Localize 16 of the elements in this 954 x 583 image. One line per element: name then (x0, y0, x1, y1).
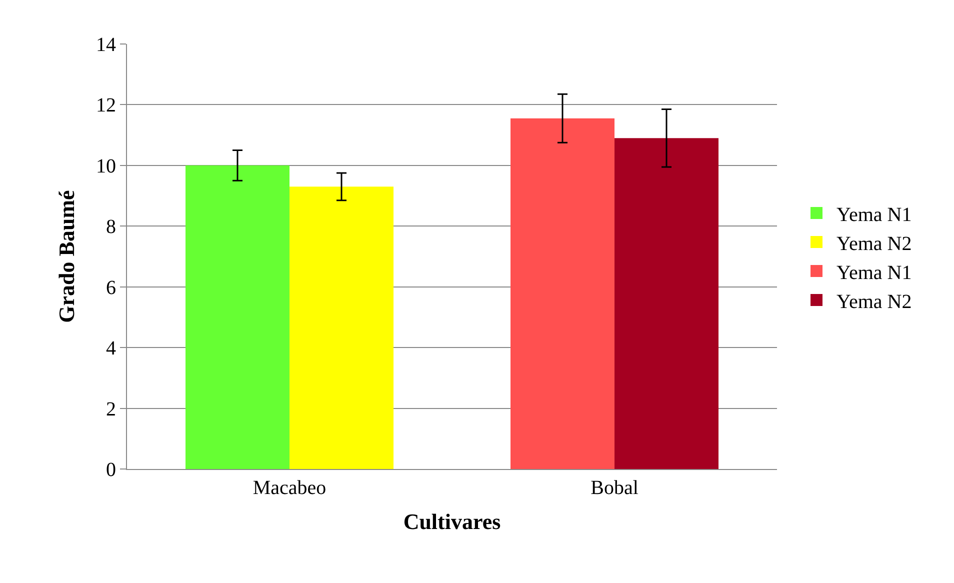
y-tick-label: 6 (106, 276, 116, 299)
x-tick-label: Macabeo (252, 477, 326, 499)
x-tick-label: Bobal (590, 477, 639, 499)
x-axis-title: Cultivares (403, 508, 502, 534)
y-tick-label: 14 (96, 34, 116, 56)
y-tick-label: 2 (106, 398, 116, 420)
y-tick-label: 0 (106, 459, 116, 481)
legend-label: Yema N2 (836, 232, 912, 255)
y-tick-label: 4 (106, 338, 116, 360)
legend-label: Yema N1 (836, 204, 912, 226)
y-tick-label: 12 (96, 94, 116, 117)
y-tick-label: 8 (106, 216, 116, 238)
legend-label: Yema N1 (836, 262, 912, 284)
legend-label: Yema N2 (836, 290, 912, 313)
y-axis-title: Grado Baumé (54, 190, 79, 323)
y-tick-label: 10 (96, 155, 116, 178)
